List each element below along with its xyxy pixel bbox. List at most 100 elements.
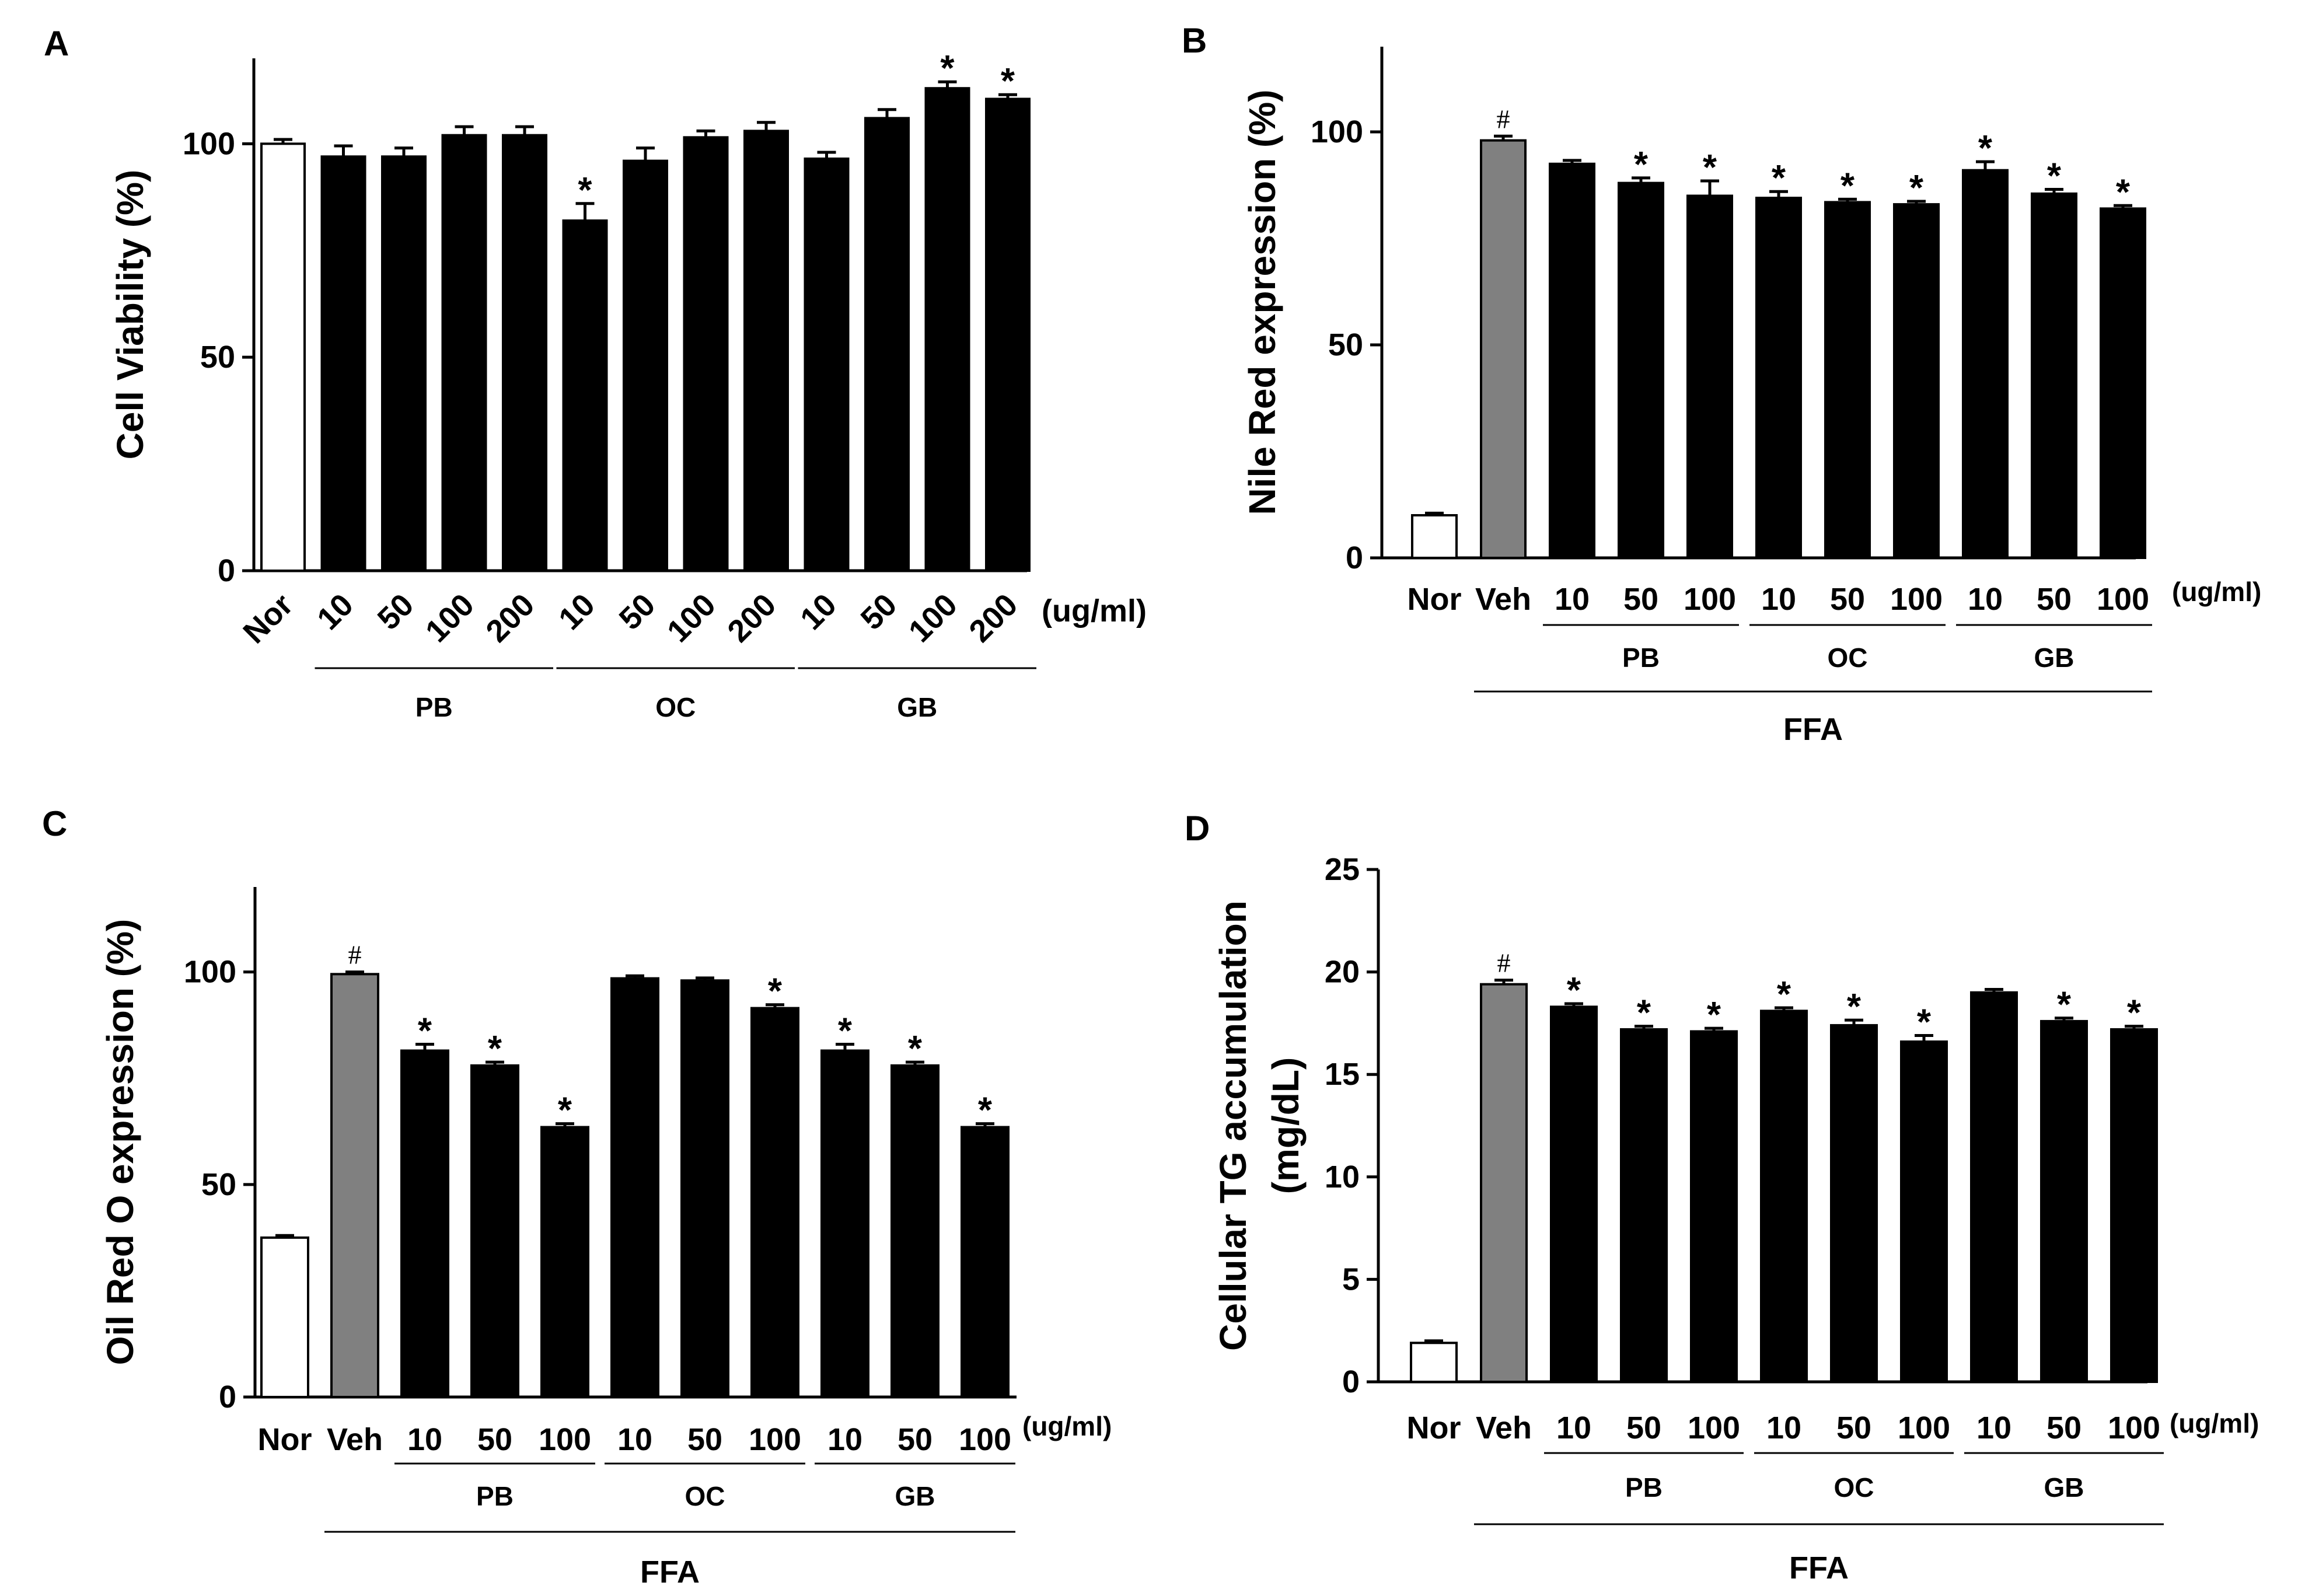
- y-tick-label: 100: [184, 955, 236, 990]
- panel-letter: C: [42, 804, 67, 843]
- significance-star: *: [2057, 985, 2072, 1025]
- x-tick-label: 100: [1684, 582, 1736, 617]
- y-axis-label: Cellular TG accumulation: [1212, 900, 1254, 1351]
- y-tick-label: 50: [200, 340, 235, 375]
- significance-hash: #: [1497, 948, 1511, 978]
- bar: [1480, 983, 1528, 1383]
- x-tick-label: 200: [962, 587, 1024, 649]
- significance-star: *: [2047, 156, 2062, 197]
- bar: [924, 87, 970, 572]
- y-tick-label: 5: [1342, 1262, 1360, 1297]
- chart-panel-b: B 0 50 100 Nile Red expression (%) Nor # Veh 10 *…: [1182, 21, 2261, 747]
- x-tick-label: 100: [1688, 1410, 1740, 1445]
- bar: [1893, 203, 1940, 560]
- x-tick-label: 50: [371, 587, 421, 637]
- x-tick-label: Veh: [1475, 582, 1531, 617]
- x-tick-label: 10: [1766, 1410, 1801, 1445]
- bar: [330, 973, 379, 1398]
- bar: [1550, 1005, 1598, 1383]
- x-tick-label: 200: [479, 587, 541, 649]
- significance-star: *: [418, 1011, 432, 1051]
- x-unit-label: (ug/ml): [1022, 1411, 1112, 1441]
- y-tick-label: 15: [1325, 1057, 1360, 1092]
- x-tick-label: 10: [1761, 582, 1796, 617]
- bar: [1480, 139, 1527, 560]
- significance-star: *: [488, 1029, 502, 1069]
- bar: [680, 979, 729, 1398]
- y-tick-label: 10: [1325, 1160, 1360, 1195]
- bar: [1549, 162, 1595, 559]
- y-tick-label: 0: [218, 553, 235, 588]
- supergroup-label: FFA: [640, 1555, 700, 1590]
- significance-star: *: [1978, 128, 1993, 169]
- x-tick-label: Nor: [1407, 1410, 1461, 1445]
- bar: [683, 136, 729, 572]
- chart-panel-c: C 0 50 100 Oil Red O expression (%) Nor # Veh * 1…: [42, 804, 1112, 1590]
- significance-star: *: [1847, 987, 1862, 1027]
- bar: [610, 977, 659, 1398]
- significance-hash: #: [348, 940, 362, 970]
- significance-star: *: [1634, 145, 1649, 185]
- x-tick-label: Veh: [1476, 1410, 1532, 1445]
- bar: [2031, 192, 2077, 560]
- bar: [623, 159, 668, 572]
- significance-star: *: [1567, 970, 1581, 1011]
- y-tick-label: 50: [201, 1167, 236, 1202]
- bar: [540, 1126, 589, 1398]
- chart-panel-d: D 0 5 10 15 20 25 Cellular TG accumulation (mg/d…: [1185, 809, 2259, 1585]
- significance-hash: #: [1497, 104, 1510, 134]
- y-tick-label: 100: [1311, 114, 1363, 149]
- x-tick-label: 50: [477, 1422, 512, 1457]
- bar: [2100, 207, 2146, 559]
- significance-star: *: [1703, 148, 1717, 188]
- supergroup-label: FFA: [1789, 1550, 1849, 1585]
- group-label: GB: [2034, 642, 2075, 673]
- bar: [1962, 169, 2009, 559]
- bar: [2040, 1019, 2088, 1383]
- supergroup-label: FFA: [1783, 712, 1843, 747]
- bar: [1411, 514, 1458, 559]
- significance-star: *: [978, 1091, 993, 1131]
- significance-star: *: [1001, 61, 1015, 102]
- y-tick-label: 100: [183, 126, 235, 161]
- x-tick-label: Veh: [327, 1422, 383, 1457]
- significance-star: *: [1909, 168, 1924, 208]
- y-tick-label: 0: [1346, 540, 1363, 575]
- x-tick-label: 50: [1836, 1410, 1871, 1445]
- bar: [562, 219, 608, 572]
- x-tick-label: 100: [2108, 1410, 2160, 1445]
- x-tick-label: 10: [794, 587, 843, 637]
- bar: [1618, 181, 1664, 560]
- bar: [1824, 201, 1871, 559]
- x-tick-label: 100: [902, 587, 964, 649]
- x-tick-label: 50: [1623, 582, 1658, 617]
- significance-star: *: [768, 972, 783, 1012]
- bar: [985, 97, 1031, 572]
- x-tick-label: 100: [661, 587, 722, 649]
- group-label: PB: [476, 1481, 514, 1511]
- group-label: OC: [1834, 1472, 1874, 1503]
- bar: [1900, 1040, 1948, 1384]
- significance-star: *: [940, 48, 955, 89]
- significance-star: *: [908, 1029, 923, 1069]
- bar: [1970, 991, 2018, 1383]
- group-label: GB: [2044, 1472, 2084, 1503]
- bar: [260, 142, 306, 572]
- significance-star: *: [1772, 158, 1786, 198]
- significance-star: *: [578, 170, 592, 211]
- x-tick-label: Nor: [236, 587, 299, 650]
- panel-letter: B: [1182, 21, 1207, 60]
- significance-star: *: [2127, 993, 2142, 1033]
- bar: [441, 134, 487, 572]
- x-tick-label: 100: [419, 587, 481, 649]
- x-tick-label: 50: [687, 1422, 722, 1457]
- x-tick-label: 100: [539, 1422, 591, 1457]
- bar: [1686, 194, 1733, 559]
- x-tick-label: 50: [1830, 582, 1865, 617]
- panel-letter: A: [44, 24, 69, 63]
- group-label: OC: [1828, 642, 1868, 673]
- x-tick-label: 50: [613, 587, 662, 637]
- x-tick-label: 10: [1555, 582, 1590, 617]
- bar: [820, 1049, 869, 1398]
